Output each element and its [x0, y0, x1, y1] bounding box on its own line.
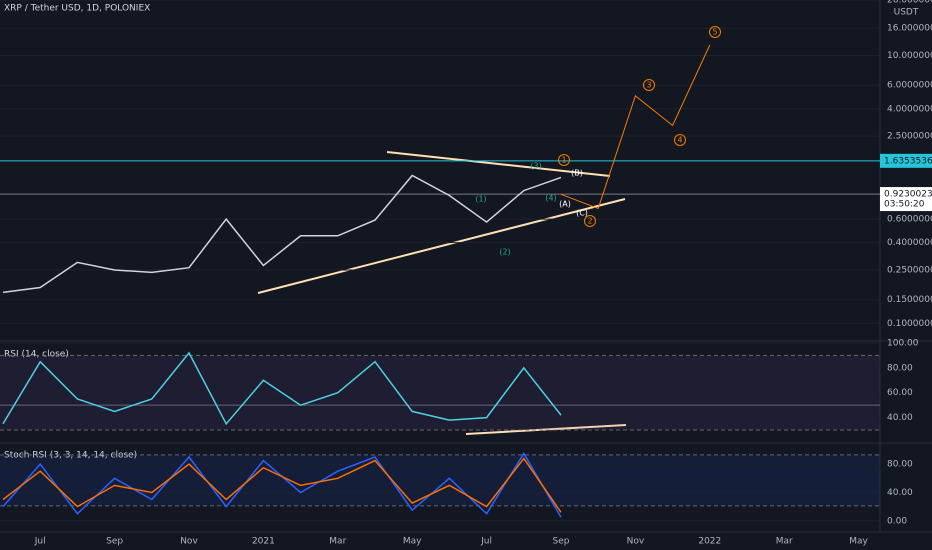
pane-title: Stoch RSI (3, 3, 14, 14, close)	[4, 451, 137, 461]
price-tag	[880, 187, 932, 212]
wave-label: (A)	[559, 200, 571, 209]
y-tick-label: 4.00000000	[887, 104, 932, 114]
series-line	[2, 351, 562, 426]
pane-title: RSI (14, close)	[4, 350, 69, 360]
x-tick-label: Nov	[180, 537, 198, 547]
x-tick-label: Jul	[480, 537, 492, 547]
x-tick-label: May	[849, 537, 868, 547]
y-tick-label: 16.00000000	[887, 24, 932, 34]
wave-label: 1	[561, 156, 566, 165]
series-line	[2, 457, 562, 513]
x-tick-label: Sep	[553, 537, 570, 547]
x-tick-label: Jul	[34, 537, 46, 547]
y-tick-label: 10.00000000	[887, 51, 932, 61]
trendline	[257, 198, 626, 294]
price-label: 1.63535363	[884, 156, 932, 166]
x-tick-label: 2021	[252, 537, 275, 547]
price-tag	[880, 153, 932, 168]
wave-label: (C)	[576, 209, 588, 218]
trendline	[465, 424, 627, 435]
y-tick-label: 0.25000000	[887, 266, 932, 276]
x-tick-label: Sep	[106, 537, 123, 547]
y-tick-label: 0.10000000	[887, 319, 932, 329]
wave-label: (3)	[530, 162, 541, 171]
wave-label: 4	[677, 136, 682, 145]
y-tick-label: 100.00	[887, 339, 919, 349]
wave-circle	[709, 26, 721, 38]
wave-label: (4)	[545, 194, 556, 203]
y-tick-label: 0.00	[887, 516, 907, 526]
wave-circle	[584, 215, 596, 227]
wave-label: (1)	[475, 195, 486, 204]
wave-label: 3	[646, 81, 651, 90]
wave-circle	[643, 79, 655, 91]
countdown: 03:50:20	[884, 200, 925, 210]
x-tick-label: May	[403, 537, 422, 547]
wave-label: 5	[712, 28, 717, 37]
level-band	[0, 454, 880, 506]
series-line	[2, 174, 562, 294]
y-tick-label: 0.40000000	[887, 238, 932, 248]
unit-label: USDT	[894, 8, 919, 18]
chart-title: XRP / Tether USD, 1D, POLONIEX	[4, 4, 150, 14]
x-tick-label: Mar	[776, 537, 793, 547]
y-tick-label: 2.50000000	[887, 132, 932, 142]
y-tick-label: 6.00000000	[887, 81, 932, 91]
wave-label: 2	[587, 217, 592, 226]
x-tick-label: 2022	[698, 537, 721, 547]
wave-circle	[558, 154, 570, 166]
y-tick-label: 40.00	[887, 488, 913, 498]
y-tick-label: 26.00000000	[887, 0, 932, 6]
y-tick-label: 0.15000000	[887, 295, 932, 305]
y-tick-label: 60.00	[887, 388, 913, 398]
y-tick-label: 80.00	[887, 460, 913, 470]
x-tick-label: Mar	[329, 537, 346, 547]
x-tick-label: Nov	[627, 537, 645, 547]
wave-label: (B)	[571, 169, 583, 178]
series-line	[560, 44, 711, 210]
y-tick-label: 0.60000000	[887, 215, 932, 225]
y-tick-label: 80.00	[887, 363, 913, 373]
trendline	[386, 151, 611, 177]
wave-circle	[674, 134, 686, 146]
y-tick-label: 40.00	[887, 413, 913, 423]
wave-label: (2)	[499, 248, 510, 257]
